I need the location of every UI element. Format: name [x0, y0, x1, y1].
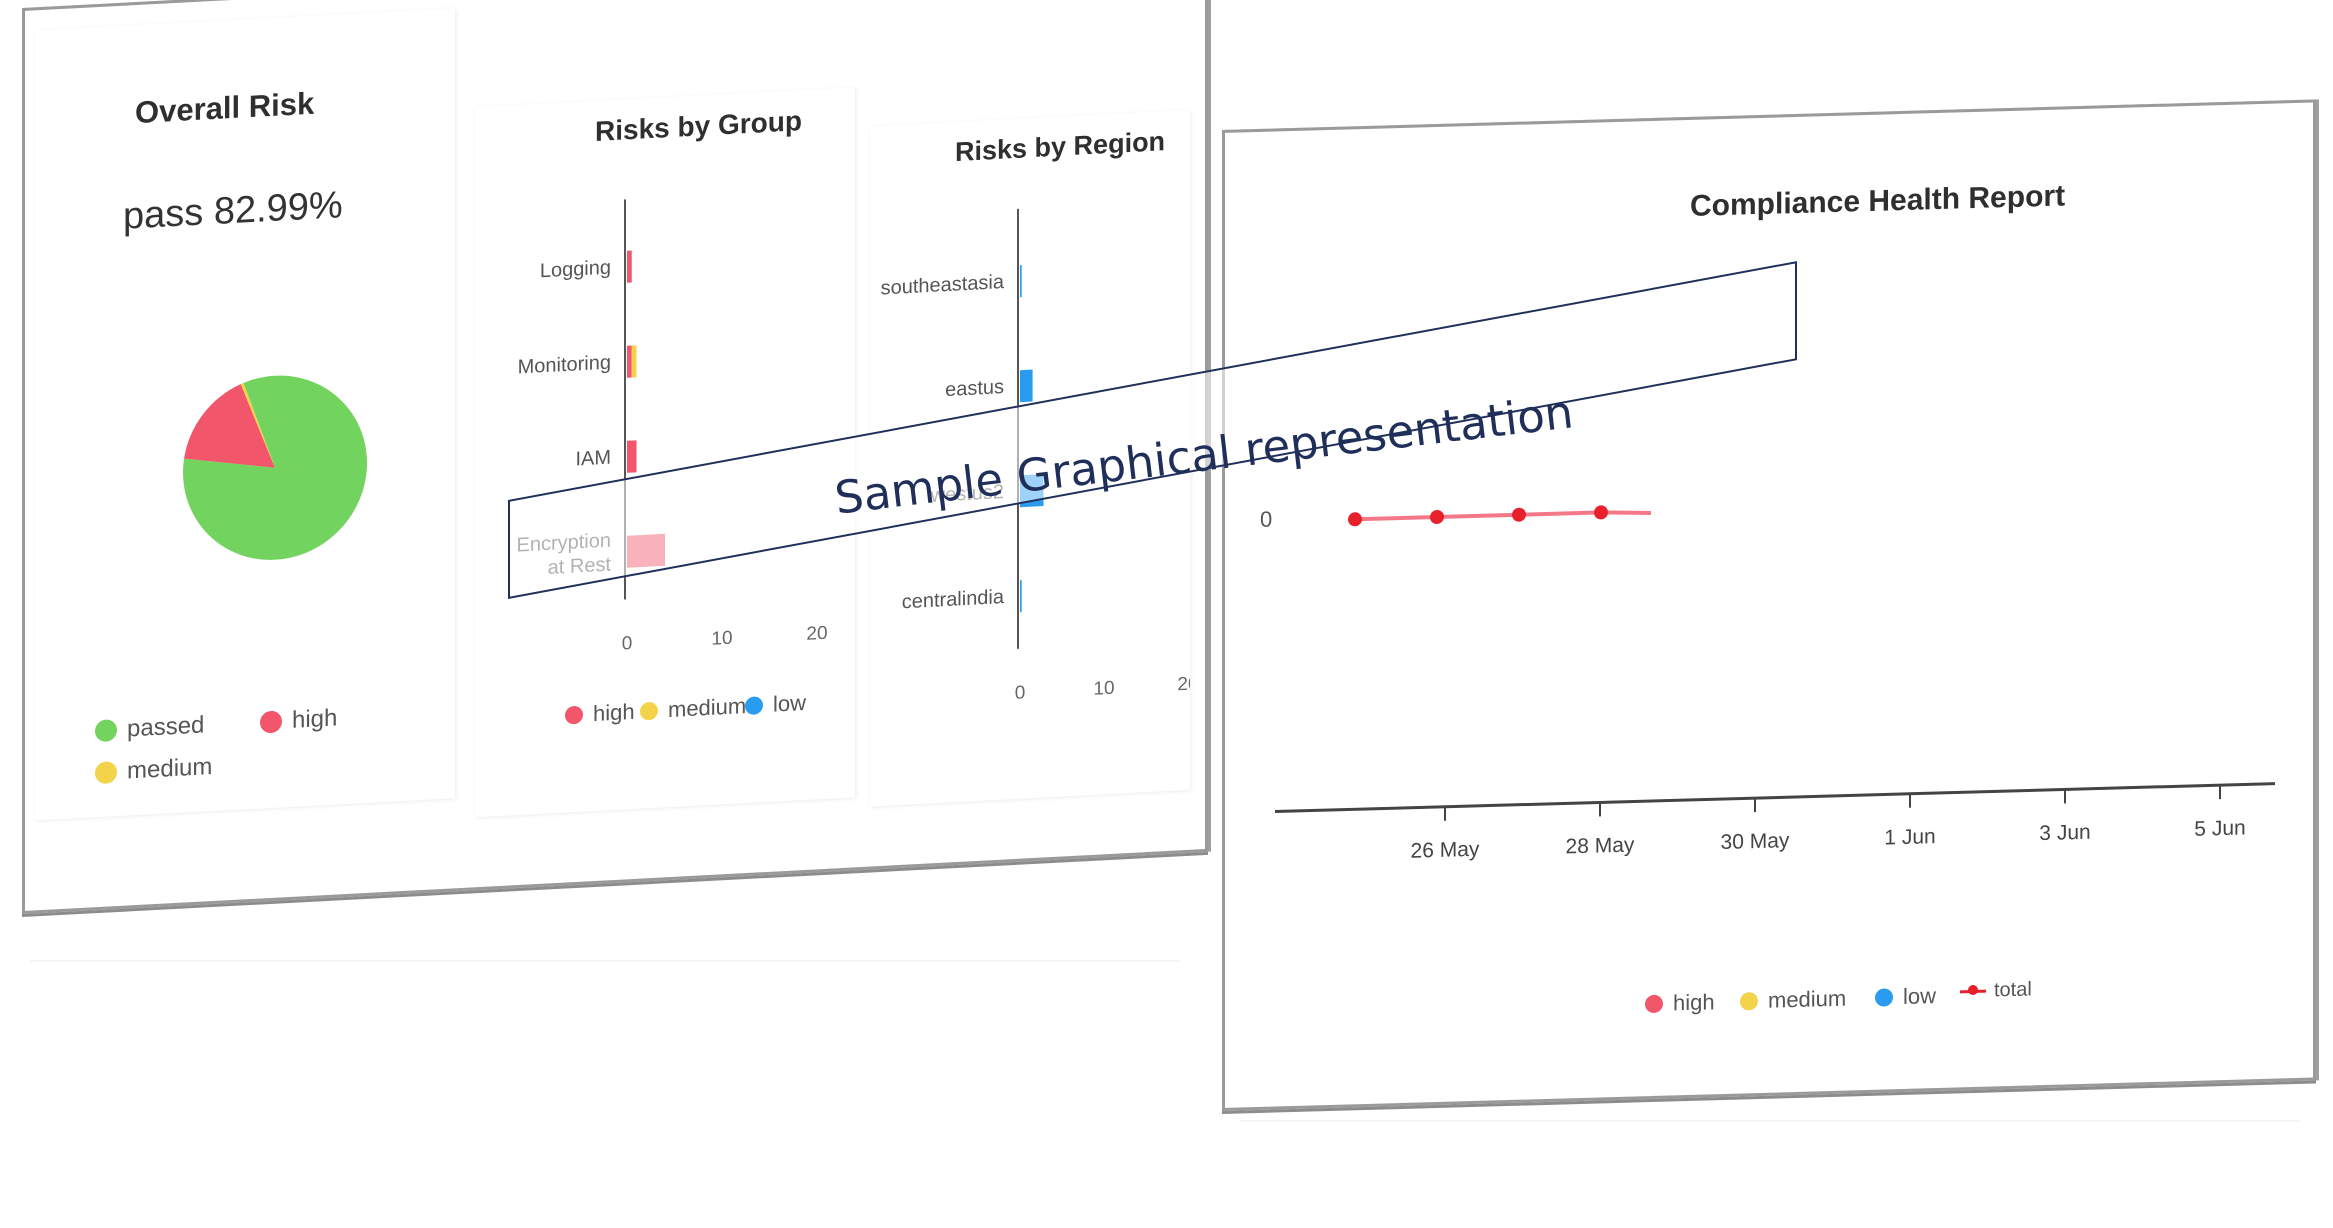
total-data-point — [1512, 507, 1526, 522]
pie-slice-medium — [240, 382, 275, 468]
overall-risk-value: pass 82.99% — [123, 184, 343, 238]
legend-high-label: high — [292, 704, 338, 734]
compliance-legend-high-label: high — [1673, 989, 1715, 1016]
pie-slice-passed — [183, 375, 367, 560]
group-category-label: Monitoring — [518, 352, 611, 379]
legend-medium[interactable]: medium — [95, 753, 212, 787]
medium-dot-icon — [640, 701, 658, 721]
risks-by-group-title: Risks by Group — [595, 105, 802, 147]
compliance-legend-total[interactable]: total — [1960, 978, 2032, 1003]
low-dot-icon — [1875, 988, 1893, 1007]
total-line-icon — [1960, 984, 1986, 996]
group-category-label: IAM — [575, 447, 611, 471]
group-bar-high — [627, 250, 632, 283]
overall-risk-title: Overall Risk — [135, 85, 315, 131]
group-bar-high — [627, 345, 632, 378]
overall-risk-pie — [183, 375, 367, 560]
overall-risk-card: Overall Risk pass 82.99% passed high med… — [35, 8, 455, 821]
compliance-x-tick-label: 26 May — [1411, 838, 1480, 863]
group-legend-high-label: high — [593, 698, 635, 727]
group-legend-medium[interactable]: medium — [640, 693, 746, 725]
group-bar-high — [627, 440, 637, 473]
region-category-label: centralindia — [902, 586, 1005, 613]
total-data-point — [1348, 512, 1362, 527]
total-data-point — [1430, 509, 1444, 524]
high-dot-icon — [565, 705, 583, 725]
group-legend-low[interactable]: low — [745, 690, 806, 719]
region-bar-low — [1020, 265, 1022, 298]
compliance-legend-medium-label: medium — [1768, 985, 1847, 1013]
group-legend-low-label: low — [773, 689, 807, 717]
group-bar-medium — [631, 345, 637, 378]
compliance-title: Compliance Health Report — [1690, 179, 2066, 223]
compliance-legend-medium[interactable]: medium — [1740, 986, 1846, 1015]
region-category-label: southeastasia — [881, 271, 1005, 299]
compliance-y-tick: 0 — [1260, 507, 1272, 532]
total-data-point — [1594, 505, 1608, 520]
pie-slice-high — [184, 384, 275, 468]
high-dot-icon — [1645, 994, 1663, 1014]
region-x-tick: 10 — [1093, 678, 1114, 700]
legend-medium-label: medium — [127, 753, 213, 785]
group-x-tick: 0 — [622, 633, 633, 655]
legend-high[interactable]: high — [260, 704, 337, 736]
right-panel-reflection — [1240, 1120, 2300, 1222]
left-panel-reflection — [30, 960, 1180, 1162]
passed-dot-icon — [95, 719, 117, 743]
group-x-tick: 20 — [806, 623, 827, 645]
compliance-x-tick-label: 1 Jun — [1884, 825, 1935, 849]
group-x-tick: 10 — [711, 628, 732, 650]
compliance-x-tick-label: 5 Jun — [2194, 816, 2245, 840]
legend-passed[interactable]: passed — [95, 711, 204, 745]
low-dot-icon — [745, 696, 763, 716]
compliance-x-tick-label: 28 May — [1566, 833, 1635, 858]
medium-dot-icon — [1740, 992, 1758, 1011]
compliance-panel: Compliance Health Report 0 26 May 28 May 30… — [1222, 99, 2316, 1111]
region-bar-low — [1020, 580, 1022, 613]
high-dot-icon — [260, 710, 282, 734]
region-category-label: eastus — [945, 376, 1004, 401]
compliance-legend-low[interactable]: low — [1875, 983, 1936, 1011]
compliance-legend-high[interactable]: high — [1645, 989, 1715, 1017]
risks-by-region-title: Risks by Region — [955, 126, 1166, 168]
compliance-x-axis — [1275, 782, 2275, 814]
group-legend-medium-label: medium — [668, 693, 747, 723]
medium-dot-icon — [95, 761, 117, 785]
compliance-x-tick-label: 3 Jun — [2039, 821, 2090, 845]
compliance-x-tick-label: 30 May — [1721, 829, 1790, 854]
region-x-tick: 20 — [1177, 673, 1190, 695]
legend-passed-label: passed — [127, 711, 205, 743]
group-legend-high[interactable]: high — [565, 699, 635, 729]
region-bar-low — [1020, 369, 1033, 403]
group-category-label: Logging — [540, 257, 611, 283]
region-x-tick: 0 — [1015, 682, 1026, 704]
compliance-legend-low-label: low — [1903, 983, 1937, 1009]
compliance-legend-total-label: total — [1994, 978, 2032, 1002]
